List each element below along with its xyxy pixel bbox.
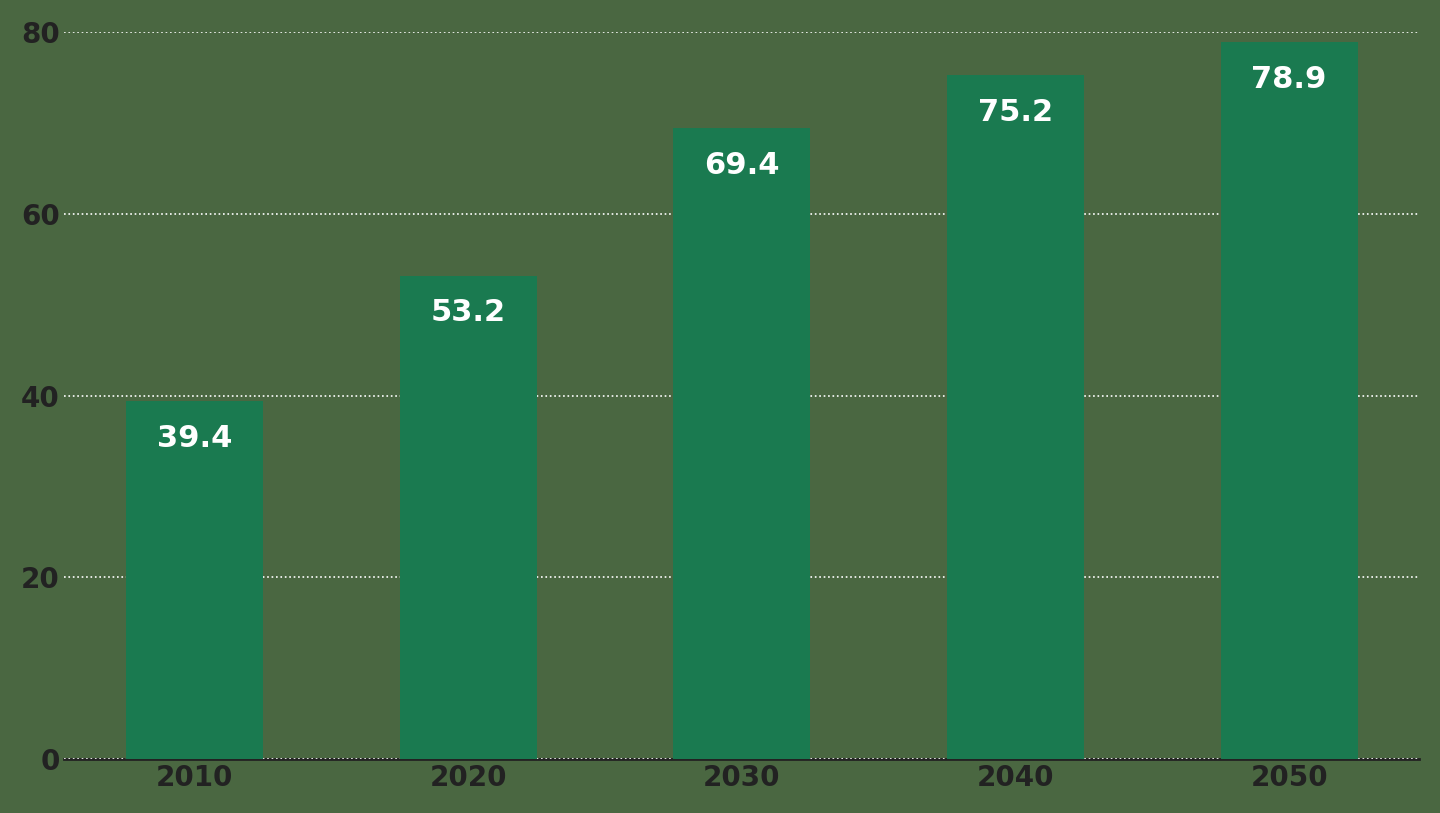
- Bar: [674, 128, 811, 759]
- Bar: [948, 76, 1084, 759]
- Bar: [127, 401, 264, 759]
- Text: 53.2: 53.2: [431, 298, 505, 328]
- Text: 69.4: 69.4: [704, 151, 779, 180]
- Bar: [1221, 41, 1358, 759]
- Text: 75.2: 75.2: [978, 98, 1053, 127]
- Text: 78.9: 78.9: [1251, 64, 1326, 93]
- Bar: [400, 276, 537, 759]
- Text: 39.4: 39.4: [157, 424, 232, 453]
